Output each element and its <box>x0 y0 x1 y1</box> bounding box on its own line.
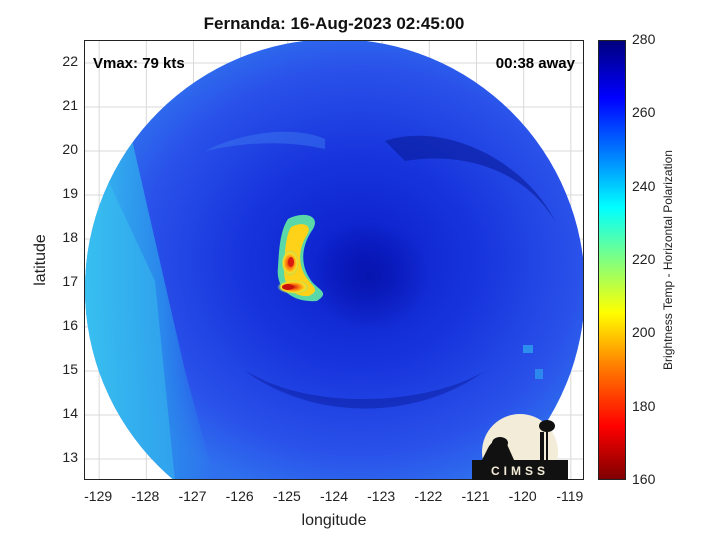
swath-artifacts <box>523 345 543 379</box>
colorbar <box>598 40 626 480</box>
colorbar-tick-label: 180 <box>632 397 656 414</box>
colorbar-tick-label: 260 <box>632 104 656 121</box>
plot-title: Fernanda: 16-Aug-2023 02:45:00 <box>203 14 465 33</box>
colorbar-tick-label: 160 <box>632 471 656 487</box>
colorbar-tick-label: 280 <box>632 31 656 47</box>
time-away-label: 00:38 away <box>495 55 575 72</box>
colorbar-tick-label: 220 <box>632 251 656 267</box>
y-tick-label: 22 <box>62 53 78 69</box>
x-tick-label: -124 <box>319 488 349 504</box>
y-tick-label: 14 <box>62 405 78 421</box>
y-tick-label: 21 <box>62 97 78 113</box>
microwave-swath-map <box>85 41 583 479</box>
x-tick-label: -126 <box>225 488 254 504</box>
x-tick-label: -129 <box>84 488 113 504</box>
colorbar-tick-label: 240 <box>632 177 656 194</box>
x-tick-label: -119 <box>556 488 584 504</box>
x-tick-label: -121 <box>461 488 490 504</box>
eyewall-convection <box>277 214 324 302</box>
y-tick-label: 17 <box>62 273 78 289</box>
y-tick-label: 19 <box>62 185 78 201</box>
x-tick-label: -120 <box>508 488 537 504</box>
colorbar-label: Brightness Temp - Horizontal Polarizatio… <box>661 150 675 370</box>
cimss-logo-text: CIMSS <box>491 464 549 478</box>
y-tick-label: 18 <box>62 229 78 245</box>
y-tick-label: 15 <box>62 361 78 377</box>
x-tick-label: -122 <box>414 488 443 504</box>
x-tick-label: -128 <box>131 488 160 504</box>
colorbar-tick-label: 200 <box>632 324 656 341</box>
y-tick-label: 13 <box>62 449 78 465</box>
x-tick-label: -125 <box>272 488 301 504</box>
cimss-logo: CIMSS <box>472 414 568 480</box>
x-axis-label: longitude <box>301 512 367 529</box>
y-axis-label: latitude <box>32 234 49 286</box>
y-tick-label: 16 <box>62 317 78 333</box>
y-tick-label: 20 <box>62 141 78 157</box>
map-plot-area: Vmax: 79 kts 00:38 away <box>84 40 584 480</box>
x-tick-label: -123 <box>367 488 396 504</box>
x-tick-label: -127 <box>178 488 207 504</box>
vmax-label: Vmax: 79 kts <box>93 55 185 72</box>
